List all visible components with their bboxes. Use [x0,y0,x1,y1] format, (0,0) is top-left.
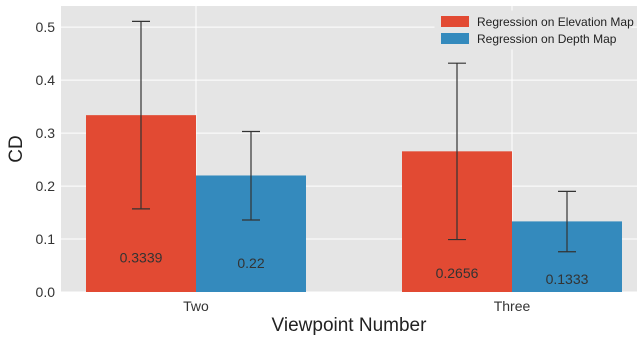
bar-value-label: 0.22 [237,255,264,271]
y-tick-label: 0.0 [36,284,56,300]
y-axis-title: CD [6,135,27,162]
y-tick-label: 0.2 [36,178,56,194]
value-labels-group: 0.3339 0.2656 0.22 0.1333 [120,249,589,286]
legend-box [434,10,632,50]
y-tick-label: 0.4 [36,72,56,88]
bar-value-label: 0.2656 [436,265,479,281]
legend-swatch [441,16,469,27]
legend: Regression on Elevation Map Regression on… [434,10,634,50]
y-axis-ticks: 0.0 0.1 0.2 0.3 0.4 0.5 [36,19,56,300]
legend-label: Regression on Depth Map [477,32,617,46]
legend-swatch [441,33,469,44]
x-tick-label: Three [494,298,531,314]
bar-value-label: 0.1333 [546,271,589,287]
y-tick-label: 0.3 [36,125,56,141]
y-tick-label: 0.5 [36,19,56,35]
legend-label: Regression on Elevation Map [477,15,634,29]
x-axis-title: Viewpoint Number [272,315,428,336]
error-bars-group [132,20,576,253]
bar-value-label: 0.3339 [120,249,163,265]
x-axis-ticks: Two Three [183,298,530,314]
y-tick-label: 0.1 [36,231,56,247]
x-tick-label: Two [183,298,209,314]
